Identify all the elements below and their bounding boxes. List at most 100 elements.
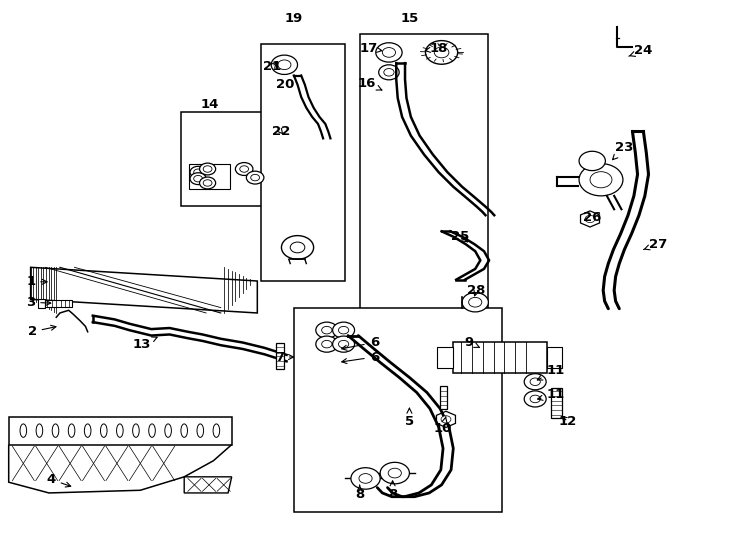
Circle shape: [240, 166, 249, 172]
Circle shape: [590, 172, 612, 188]
Text: 8: 8: [388, 481, 397, 501]
Circle shape: [435, 47, 449, 58]
Text: 25: 25: [451, 230, 470, 243]
Text: 1: 1: [26, 275, 47, 288]
Circle shape: [376, 43, 402, 62]
Bar: [9, 444, 184, 482]
Circle shape: [321, 326, 332, 334]
Text: 4: 4: [46, 473, 70, 487]
Bar: [46, 300, 72, 307]
Text: 18: 18: [425, 42, 448, 55]
Ellipse shape: [36, 424, 43, 437]
Ellipse shape: [101, 424, 107, 437]
Text: 8: 8: [355, 485, 364, 501]
Text: 6: 6: [342, 336, 379, 350]
Text: 12: 12: [559, 415, 577, 428]
Bar: [437, 347, 454, 368]
Text: 13: 13: [133, 337, 157, 350]
Bar: [440, 386, 448, 409]
Circle shape: [351, 468, 380, 489]
Circle shape: [277, 60, 291, 70]
Ellipse shape: [197, 424, 203, 437]
Ellipse shape: [20, 424, 26, 437]
Ellipse shape: [133, 424, 139, 437]
Circle shape: [468, 298, 482, 307]
Ellipse shape: [213, 424, 219, 437]
Text: 9: 9: [465, 336, 479, 349]
Circle shape: [338, 340, 349, 348]
Text: 27: 27: [644, 238, 667, 251]
Circle shape: [333, 322, 355, 338]
Text: 26: 26: [583, 211, 601, 224]
Circle shape: [290, 242, 305, 253]
Bar: [275, 342, 284, 369]
Circle shape: [190, 166, 206, 178]
Circle shape: [316, 322, 338, 338]
Circle shape: [380, 462, 410, 484]
Circle shape: [271, 55, 297, 75]
Circle shape: [384, 69, 394, 76]
Text: 20: 20: [276, 78, 294, 91]
Circle shape: [190, 173, 206, 185]
Circle shape: [200, 163, 216, 175]
Bar: [9, 417, 232, 444]
Text: 16: 16: [357, 77, 382, 90]
Circle shape: [316, 336, 338, 352]
Ellipse shape: [68, 424, 75, 437]
Circle shape: [382, 48, 396, 57]
Circle shape: [388, 468, 401, 478]
Text: 23: 23: [613, 141, 633, 160]
Text: 28: 28: [468, 284, 486, 297]
Circle shape: [200, 177, 216, 189]
Text: 2: 2: [28, 325, 56, 338]
Text: 3: 3: [26, 296, 51, 309]
Bar: [547, 347, 562, 368]
Circle shape: [333, 336, 355, 352]
Bar: [38, 299, 46, 308]
Bar: [189, 164, 230, 190]
Bar: [294, 308, 502, 512]
Circle shape: [579, 151, 606, 171]
Text: 24: 24: [629, 44, 653, 57]
Circle shape: [524, 391, 546, 407]
Bar: [551, 388, 562, 418]
Circle shape: [203, 166, 212, 172]
Circle shape: [194, 169, 203, 176]
Circle shape: [585, 215, 595, 222]
Bar: [454, 342, 547, 373]
Circle shape: [530, 378, 540, 386]
Circle shape: [462, 293, 488, 312]
Text: 5: 5: [405, 408, 414, 428]
Text: 7: 7: [275, 350, 294, 363]
Circle shape: [441, 416, 451, 423]
Ellipse shape: [117, 424, 123, 437]
Text: 6: 6: [342, 350, 379, 363]
Text: 14: 14: [200, 98, 219, 111]
Text: 15: 15: [400, 12, 418, 25]
Circle shape: [194, 176, 203, 182]
Circle shape: [379, 65, 399, 80]
Ellipse shape: [165, 424, 172, 437]
Circle shape: [426, 40, 458, 64]
Circle shape: [579, 164, 623, 196]
Ellipse shape: [149, 424, 156, 437]
Text: 17: 17: [360, 42, 382, 55]
Circle shape: [338, 326, 349, 334]
Bar: [261, 44, 345, 281]
Ellipse shape: [84, 424, 91, 437]
Circle shape: [203, 180, 212, 186]
Bar: [181, 112, 290, 206]
Text: 11: 11: [537, 364, 564, 380]
Text: 10: 10: [434, 416, 452, 435]
Bar: [360, 33, 487, 345]
Circle shape: [247, 171, 264, 184]
Circle shape: [321, 340, 332, 348]
Circle shape: [281, 235, 313, 259]
Circle shape: [359, 474, 372, 483]
Text: 19: 19: [285, 12, 303, 25]
Text: 21: 21: [263, 60, 281, 73]
Circle shape: [530, 395, 540, 403]
Ellipse shape: [52, 424, 59, 437]
Circle shape: [251, 174, 260, 181]
Text: 22: 22: [272, 125, 290, 138]
